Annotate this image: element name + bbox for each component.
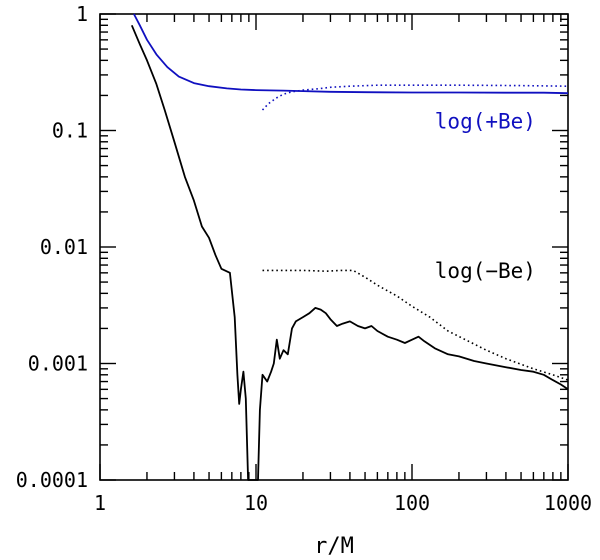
y-tick-label: 0.0001 [16,468,88,492]
x-tick-label: 10 [244,491,268,515]
series-line [261,84,569,111]
x-tick-label: 1 [94,491,106,515]
tick-labels: 1 10 100 1000 1 0.1 0.01 0.001 0.0001 [16,2,592,515]
y-tick-label: 0.01 [40,235,88,259]
axis-ticks [99,13,569,481]
series-group [130,13,569,481]
x-tick-label: 100 [394,491,430,515]
x-axis-title: r/M [314,534,354,559]
series-line [130,24,569,481]
y-tick-label: 0.001 [28,352,88,376]
series-line [262,269,569,381]
plot-frame [99,13,569,481]
y-tick-label: 1 [76,2,88,26]
annotations: log(+Be) log(−Be) [435,109,536,283]
series-annotation: log(−Be) [435,259,536,283]
y-tick-label: 0.1 [52,119,88,143]
series-line [133,13,569,95]
series-annotation: log(+Be) [435,109,536,133]
x-tick-label: 1000 [544,491,592,515]
